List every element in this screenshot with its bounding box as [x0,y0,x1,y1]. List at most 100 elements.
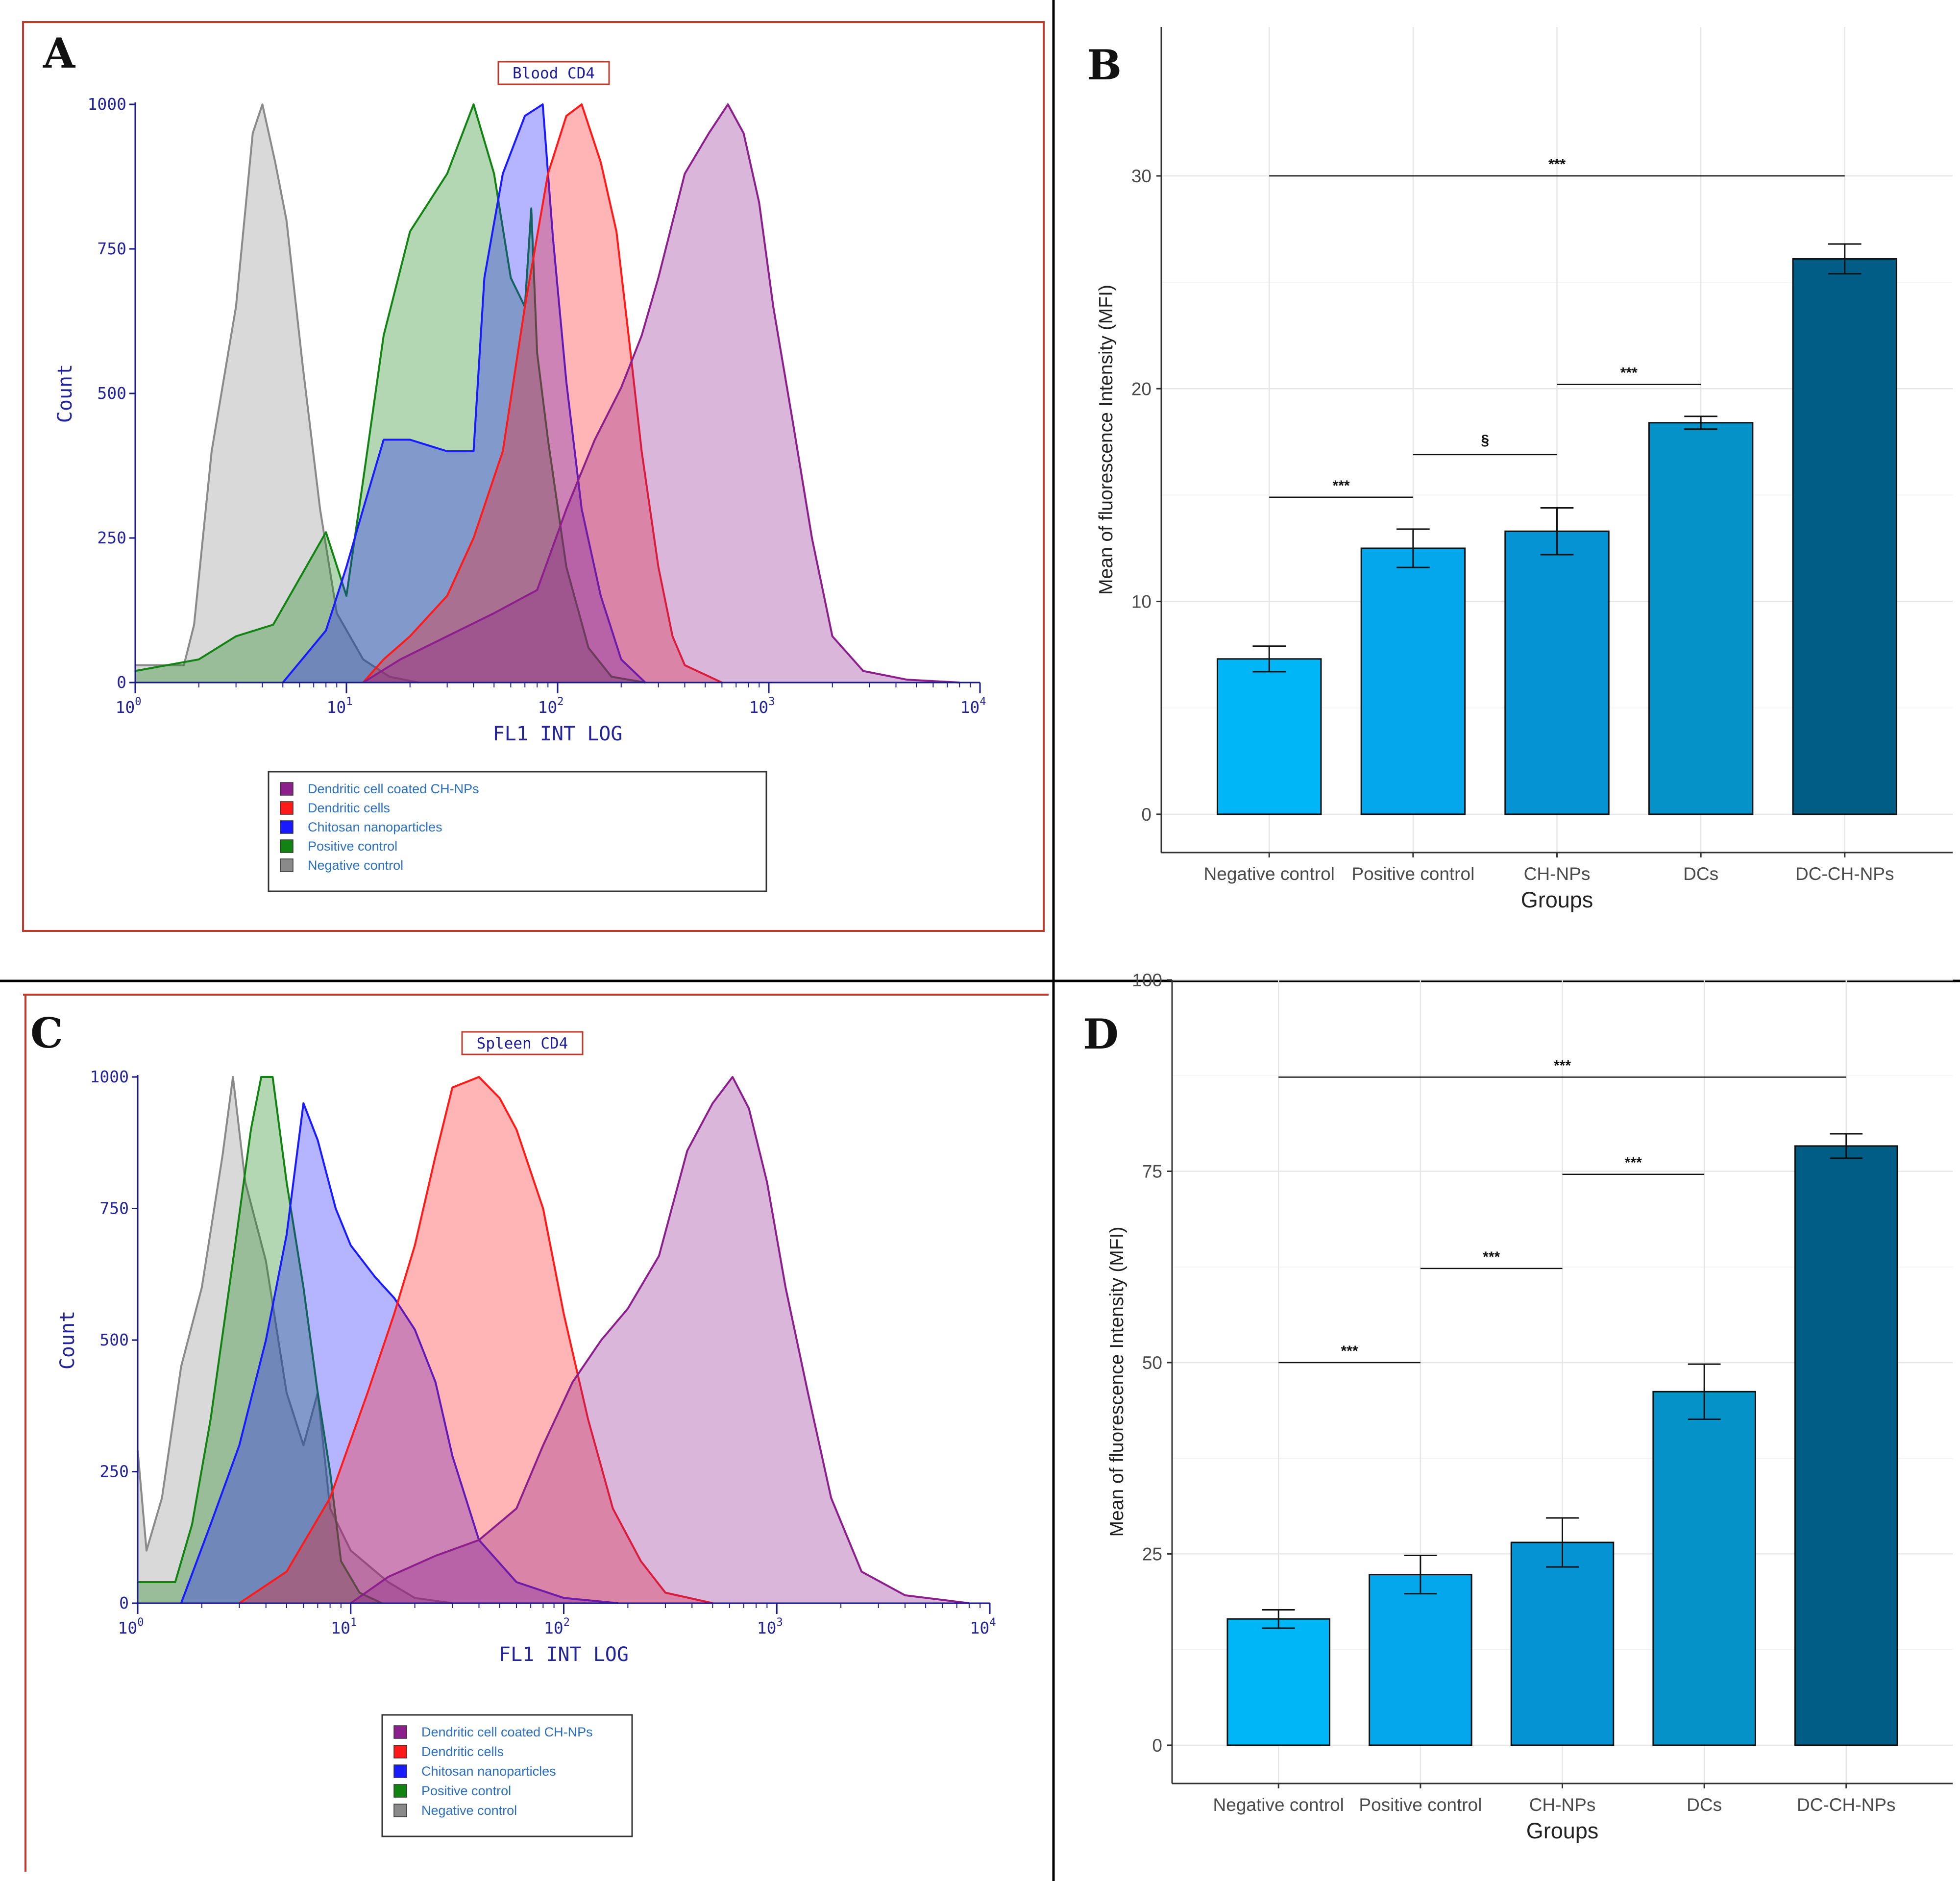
y-tick-label: 20 [1131,379,1152,399]
x-tick-label: 103 [757,1616,783,1637]
y-tick-label: 500 [97,384,126,403]
bar-1 [1226,1618,1330,1746]
histogram-line-dc_chnps [363,103,960,684]
histogram-line-negative [135,103,419,684]
y-tick-label: 1000 [90,1067,129,1086]
histogram-area-negative [135,104,419,683]
chart-title-box [497,61,610,85]
chart-title-box [461,1031,584,1055]
legend-label-dc_chnps: Dendritic cell coated CH-NPs [308,782,479,796]
histogram-area-dcs [239,1077,713,1603]
y-tick-label: 750 [99,1199,129,1218]
x-tick-label: DC-CH-NPs [1795,864,1894,884]
significance-label: *** [1554,1057,1571,1074]
histogram-line-positive [138,1076,383,1604]
y-tick-label: 10 [1131,592,1152,612]
histogram-area-positive [138,1077,382,1603]
legend-swatch-chnps [393,1764,407,1778]
histogram-area-chnps [283,104,645,683]
histogram-line-chnps [180,1102,618,1604]
bar-3 [1510,1541,1615,1746]
histogram-line-positive [135,103,646,684]
legend-label-negative: Negative control [421,1803,517,1818]
y-tick-label: 250 [97,528,126,547]
x-tick-label: DC-CH-NPs [1797,1795,1895,1815]
legend-label-positive: Positive control [421,1783,511,1798]
legend-label-chnps: Chitosan nanoparticles [421,1764,556,1779]
histogram-area-dc_chnps [350,1077,969,1603]
legend-swatch-positive [393,1784,407,1798]
y-tick-label: 0 [117,673,126,692]
x-axis-title: Groups [1526,1818,1599,1843]
x-tick-label: 104 [970,1616,996,1637]
bar-3 [1504,530,1610,815]
bar-chart-spleen-mfi: *** *** *** *** 0 25 50 75 100 Negative control Po… [1106,970,1953,1843]
legend-swatch-negative [280,858,294,872]
histogram-line-chnps [282,103,646,684]
x-tick-label: 103 [749,696,775,717]
y-tick-label: 100 [1132,970,1162,990]
y-axis-title: Mean of fluorescence Intensity (MFI) [1096,285,1117,595]
legend-box [268,771,767,892]
legend-label-dc_chnps: Dendritic cell coated CH-NPs [421,1725,593,1739]
y-axis-label: Count [56,1311,79,1369]
significance-label: *** [1333,478,1350,494]
legend-swatch-dc_chnps [393,1725,407,1739]
bar-5 [1794,1145,1898,1746]
legend-swatch-dc_chnps [280,782,294,796]
histogram-line-dcs [362,103,723,684]
significance-label: *** [1341,1343,1358,1359]
x-tick-label: 102 [544,1616,570,1637]
x-tick-label: Negative control [1204,864,1335,884]
x-tick-label: 101 [331,1616,357,1637]
histogram-area-chnps [181,1103,618,1603]
bar-4 [1652,1391,1756,1746]
legend-box [381,1714,633,1837]
x-tick-label: CH-NPs [1524,864,1591,884]
bar-1 [1217,658,1322,815]
x-tick-label: 100 [116,696,142,717]
y-tick-label: 30 [1131,166,1152,186]
chart-title: Blood CD4 [513,65,595,82]
bar-chart-blood-mfi: *** § *** *** 0 10 20 30 Negative control Positiv… [1096,27,1953,912]
x-tick-label: DCs [1687,1795,1722,1815]
panel-letter-d: D [1083,1010,1119,1058]
significance-label: *** [1483,1249,1500,1265]
y-tick-label: 75 [1142,1161,1162,1181]
legend-label-dcs: Dendritic cells [421,1744,504,1759]
x-axis-title: Groups [1521,887,1593,912]
histogram-line-dc_chnps [350,1076,970,1604]
x-tick-label: 104 [960,696,986,717]
histogram-line-dcs [239,1076,713,1604]
x-tick-label: 102 [538,696,564,717]
legend-label-chnps: Chitosan nanoparticles [308,820,442,834]
x-tick-label: DCs [1683,864,1718,884]
panel-letter-c: C [30,1009,63,1057]
histogram-blood-cd4: Blood CD4 0 250 500 750 1000 100 101 102 103 104 FL… [54,61,986,892]
panel-letter-b: B [1087,41,1122,89]
significance-label: *** [1625,1155,1642,1171]
y-tick-label: 1000 [88,95,126,114]
significance-label: § [1481,432,1489,448]
x-axis-label: FL1 INT LOG [493,723,623,745]
x-axis-label: FL1 INT LOG [499,1643,629,1666]
x-tick-label: CH-NPs [1529,1795,1596,1815]
x-tick-label: Negative control [1213,1795,1344,1815]
chart-title: Spleen CD4 [477,1035,568,1052]
y-tick-label: 0 [119,1593,129,1612]
bar-4 [1648,422,1754,815]
y-tick-label: 0 [1152,1735,1162,1756]
legend-swatch-positive [280,839,294,853]
bar-2 [1360,547,1466,815]
bar-2 [1369,1574,1472,1746]
x-tick-label: Positive control [1351,864,1474,884]
y-axis-title: Mean of fluorescence Intensity (MFI) [1106,1227,1127,1537]
legend-swatch-chnps [280,820,294,834]
histogram-area-dc_chnps [363,104,960,683]
y-tick-label: 25 [1142,1544,1162,1564]
x-tick-label: Positive control [1359,1795,1482,1815]
x-tick-label: 101 [327,696,353,717]
y-tick-label: 50 [1142,1353,1162,1373]
legend-swatch-dcs [393,1745,407,1759]
